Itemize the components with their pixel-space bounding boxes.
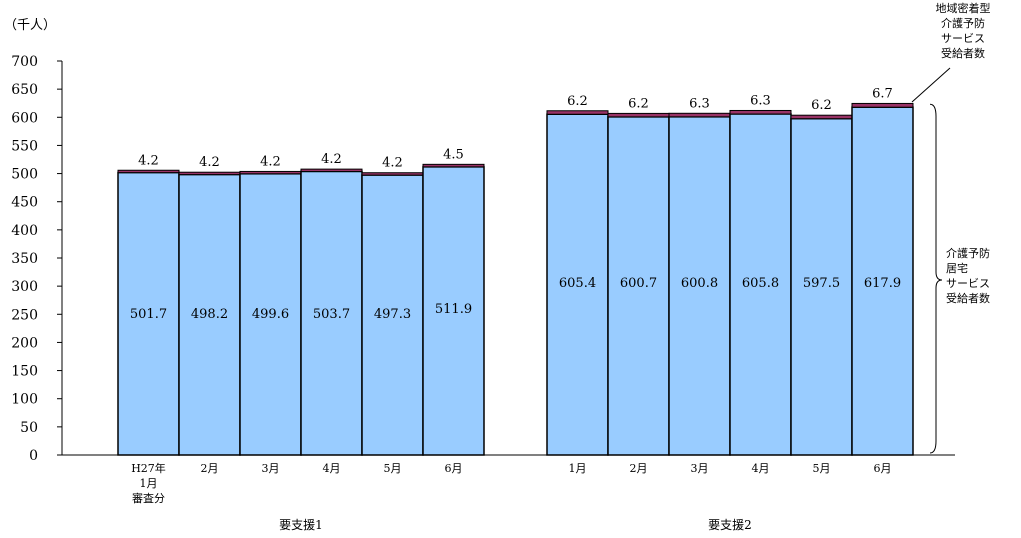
bar-chiiki-mitchaku xyxy=(546,110,609,115)
legend-leader-line xyxy=(911,67,951,103)
bar-chiiki-mitchaku xyxy=(607,112,670,118)
bars xyxy=(117,102,914,456)
y-tick-label: 300 xyxy=(11,279,38,295)
y-tick-label: 650 xyxy=(11,82,38,98)
data-label-kyotaku: 617.9 xyxy=(864,276,901,291)
data-label-chiiki: 6.2 xyxy=(628,96,649,111)
data-label-chiiki: 4.2 xyxy=(199,155,220,170)
data-label-kyotaku: 600.7 xyxy=(620,276,657,291)
bar-kaigo-yobo-kyotaku xyxy=(422,166,485,456)
data-label-chiiki: 4.2 xyxy=(321,152,342,167)
bar-kaigo-yobo-kyotaku xyxy=(300,170,363,456)
bar-chiiki-mitchaku xyxy=(851,102,914,108)
legend-label-chiiki: 受給者数 xyxy=(941,46,985,60)
data-label-kyotaku: 605.4 xyxy=(559,276,596,291)
y-tick-label: 550 xyxy=(11,138,38,154)
bar-kaigo-yobo-kyotaku xyxy=(178,173,241,456)
data-label-kyotaku: 600.8 xyxy=(681,276,718,291)
legend-label-chiiki: サービス xyxy=(941,32,985,45)
bar-kaigo-yobo-kyotaku xyxy=(851,106,914,456)
bar-chiiki-mitchaku xyxy=(178,171,241,176)
data-label-kyotaku: 501.7 xyxy=(130,307,167,322)
y-tick-label: 150 xyxy=(11,364,38,380)
x-tick-label: 1月 xyxy=(140,477,158,490)
legend-label-chiiki: 介護予防 xyxy=(941,16,985,30)
x-tick-label: 5月 xyxy=(813,462,831,475)
bar-chiiki-mitchaku xyxy=(668,112,731,118)
bar-chiiki-mitchaku xyxy=(239,170,302,175)
y-tick-label: 700 xyxy=(11,54,38,70)
data-label-kyotaku: 511.9 xyxy=(435,302,472,317)
x-tick-label: 6月 xyxy=(874,462,892,475)
group-label: 要支援2 xyxy=(708,518,752,532)
data-label-chiiki: 4.2 xyxy=(260,154,281,169)
axes: 0 50 100 150 200 250 300 350 400 450 500 550 600 650 7… xyxy=(11,54,955,464)
data-label-kyotaku: 503.7 xyxy=(313,307,350,322)
data-label-kyotaku: 597.5 xyxy=(803,276,840,291)
data-label-chiiki: 4.5 xyxy=(443,147,464,162)
data-label-chiiki: 4.2 xyxy=(138,153,159,168)
data-label-chiiki: 6.2 xyxy=(811,98,832,113)
x-tick-label: H27年 xyxy=(131,461,166,475)
bar-kaigo-yobo-kyotaku xyxy=(239,173,302,456)
x-tick-label: 6月 xyxy=(445,462,463,475)
data-label-chiiki: 6.3 xyxy=(689,96,710,111)
bar-chiiki-mitchaku xyxy=(422,163,485,168)
data-label-kyotaku: 605.8 xyxy=(742,276,779,291)
data-label-chiiki: 6.2 xyxy=(567,94,588,109)
bar-kaigo-yobo-kyotaku xyxy=(117,171,180,456)
bar-chiiki-mitchaku xyxy=(790,114,853,120)
x-tick-label: 4月 xyxy=(752,462,770,475)
data-label-chiiki: 4.2 xyxy=(382,156,403,171)
x-tick-label: 1月 xyxy=(569,462,587,475)
x-tick-label: 3月 xyxy=(691,462,709,475)
x-tick-label: 2月 xyxy=(630,462,648,475)
legend-label-kyotaku: 受給者数 xyxy=(946,291,990,305)
y-tick-label: 200 xyxy=(11,335,38,351)
bar-chiiki-mitchaku xyxy=(361,172,424,176)
x-tick-label: 2月 xyxy=(201,462,219,475)
y-tick-label: 250 xyxy=(11,307,38,323)
y-tick-label: 100 xyxy=(11,392,38,408)
y-tick-label: 500 xyxy=(11,167,38,183)
data-label-kyotaku: 498.2 xyxy=(191,307,228,322)
data-labels: 501.7 4.2 498.2 4.2 499.6 4.2 503.7 4.2 497.3 4.2… xyxy=(130,86,901,322)
y-tick-label: 450 xyxy=(11,195,38,211)
data-label-kyotaku: 497.3 xyxy=(374,307,411,322)
y-tick-label: 400 xyxy=(11,223,38,239)
y-tick-label: 350 xyxy=(11,251,38,267)
bar-kaigo-yobo-kyotaku xyxy=(668,116,731,456)
data-label-chiiki: 6.3 xyxy=(750,93,771,108)
y-tick-label: 0 xyxy=(29,448,38,464)
y-tick-label: 50 xyxy=(20,420,38,436)
y-unit-label: （千人） xyxy=(4,18,56,33)
legend-brace xyxy=(929,103,943,454)
x-tick-label: 3月 xyxy=(262,462,280,475)
group-label: 要支援1 xyxy=(279,518,323,532)
bar-chiiki-mitchaku xyxy=(300,168,363,172)
x-tick-label: 5月 xyxy=(384,462,402,475)
legend-label-chiiki: 地域密着型 xyxy=(936,1,991,15)
y-tick-label: 600 xyxy=(11,110,38,126)
data-label-kyotaku: 499.6 xyxy=(252,307,289,322)
legend-label-kyotaku: サービス xyxy=(946,277,990,290)
x-tick-label: 審査分 xyxy=(132,491,165,505)
data-label-chiiki: 6.7 xyxy=(872,86,893,101)
bar-chiiki-mitchaku xyxy=(729,109,792,115)
legend-label-kyotaku: 居宅 xyxy=(946,261,968,275)
legend-label-kyotaku: 介護予防 xyxy=(946,246,990,260)
bar-kaigo-yobo-kyotaku xyxy=(361,174,424,456)
bar-chiiki-mitchaku xyxy=(117,169,180,174)
x-tick-label: 4月 xyxy=(323,462,341,475)
